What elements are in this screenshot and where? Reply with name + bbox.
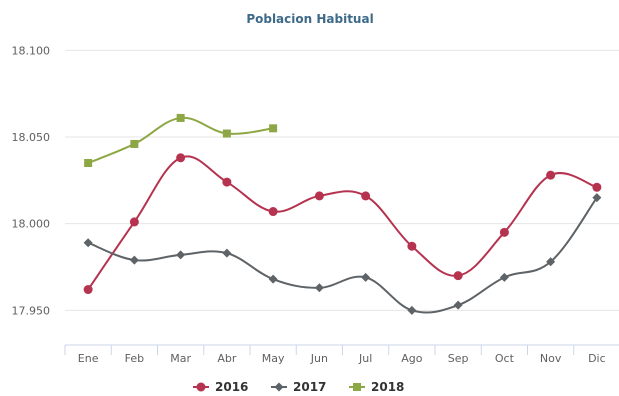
series-2018	[84, 113, 278, 167]
legend-marker-2017[interactable]	[274, 382, 284, 392]
data-point-2017[interactable]	[361, 272, 371, 282]
x-tick-label: Jun	[310, 352, 328, 365]
data-point-2018[interactable]	[84, 159, 93, 167]
x-tick-label: Nov	[540, 352, 562, 365]
legend[interactable]: 2016 2017 2018	[193, 380, 404, 394]
legend-item-2018[interactable]: 2018	[349, 380, 404, 394]
y-axis-labels: 17.950 18.000 18.050 18.100	[12, 44, 51, 317]
x-tick-label: Jul	[358, 352, 372, 365]
data-point-2016[interactable]	[361, 191, 371, 201]
series-2016	[83, 153, 602, 295]
x-axis: Ene Feb Mar Abr May Jun Jul Ago Sep Oct Nov Dic	[64, 344, 619, 365]
data-point-2016[interactable]	[407, 241, 417, 251]
x-tick-label: Dic	[588, 352, 606, 365]
legend-item-2016[interactable]: 2016	[193, 380, 248, 394]
data-point-2016[interactable]	[83, 285, 93, 295]
series-2017	[83, 193, 602, 315]
data-point-2018[interactable]	[130, 139, 139, 148]
data-point-2018[interactable]	[176, 113, 185, 122]
legend-item-2017[interactable]: 2017	[271, 380, 326, 394]
data-point-2018[interactable]	[269, 124, 278, 133]
data-point-2016[interactable]	[268, 207, 278, 217]
data-point-2017[interactable]	[407, 305, 417, 315]
legend-label: 2018	[371, 380, 404, 394]
data-point-2017[interactable]	[499, 272, 509, 282]
y-tick-label: 17.950	[12, 304, 51, 317]
data-point-2017[interactable]	[592, 193, 602, 203]
series-line-2016	[87, 155, 598, 291]
data-point-2017[interactable]	[83, 238, 93, 248]
data-point-2016[interactable]	[592, 182, 602, 192]
data-point-2016[interactable]	[129, 217, 139, 227]
data-point-2017[interactable]	[129, 255, 139, 265]
x-tick-label: Abr	[217, 352, 237, 365]
series-line-2017	[87, 197, 598, 314]
x-tick-label: Feb	[125, 352, 144, 365]
data-point-2016[interactable]	[546, 170, 556, 180]
x-tick-label: Ene	[78, 352, 99, 365]
legend-label: 2017	[293, 380, 326, 394]
y-tick-label: 18.100	[12, 44, 51, 57]
data-point-2017[interactable]	[222, 248, 232, 258]
legend-marker-2016[interactable]	[196, 382, 206, 392]
data-point-2018[interactable]	[222, 129, 231, 138]
y-tick-label: 18.000	[12, 218, 51, 231]
x-tick-label: Mar	[170, 352, 191, 365]
data-point-2016[interactable]	[453, 271, 463, 281]
grid	[65, 49, 619, 311]
data-point-2016[interactable]	[176, 153, 186, 163]
x-tick-label: May	[262, 352, 285, 365]
x-tick-label: Ago	[401, 352, 423, 365]
data-point-2017[interactable]	[546, 257, 556, 267]
data-point-2016[interactable]	[314, 191, 324, 201]
series-group	[83, 113, 602, 315]
legend-label: 2016	[215, 380, 248, 394]
data-point-2016[interactable]	[499, 227, 509, 237]
data-point-2017[interactable]	[268, 274, 278, 284]
x-tick-label: Oct	[495, 352, 515, 365]
data-point-2016[interactable]	[222, 177, 232, 187]
chart-title: Poblacion Habitual	[246, 12, 373, 26]
y-tick-label: 18.050	[12, 131, 51, 144]
legend-marker-2018[interactable]	[353, 383, 361, 391]
data-point-2017[interactable]	[314, 283, 324, 293]
x-tick-label: Sep	[448, 352, 469, 365]
data-point-2017[interactable]	[176, 250, 186, 260]
data-point-2017[interactable]	[453, 300, 463, 310]
